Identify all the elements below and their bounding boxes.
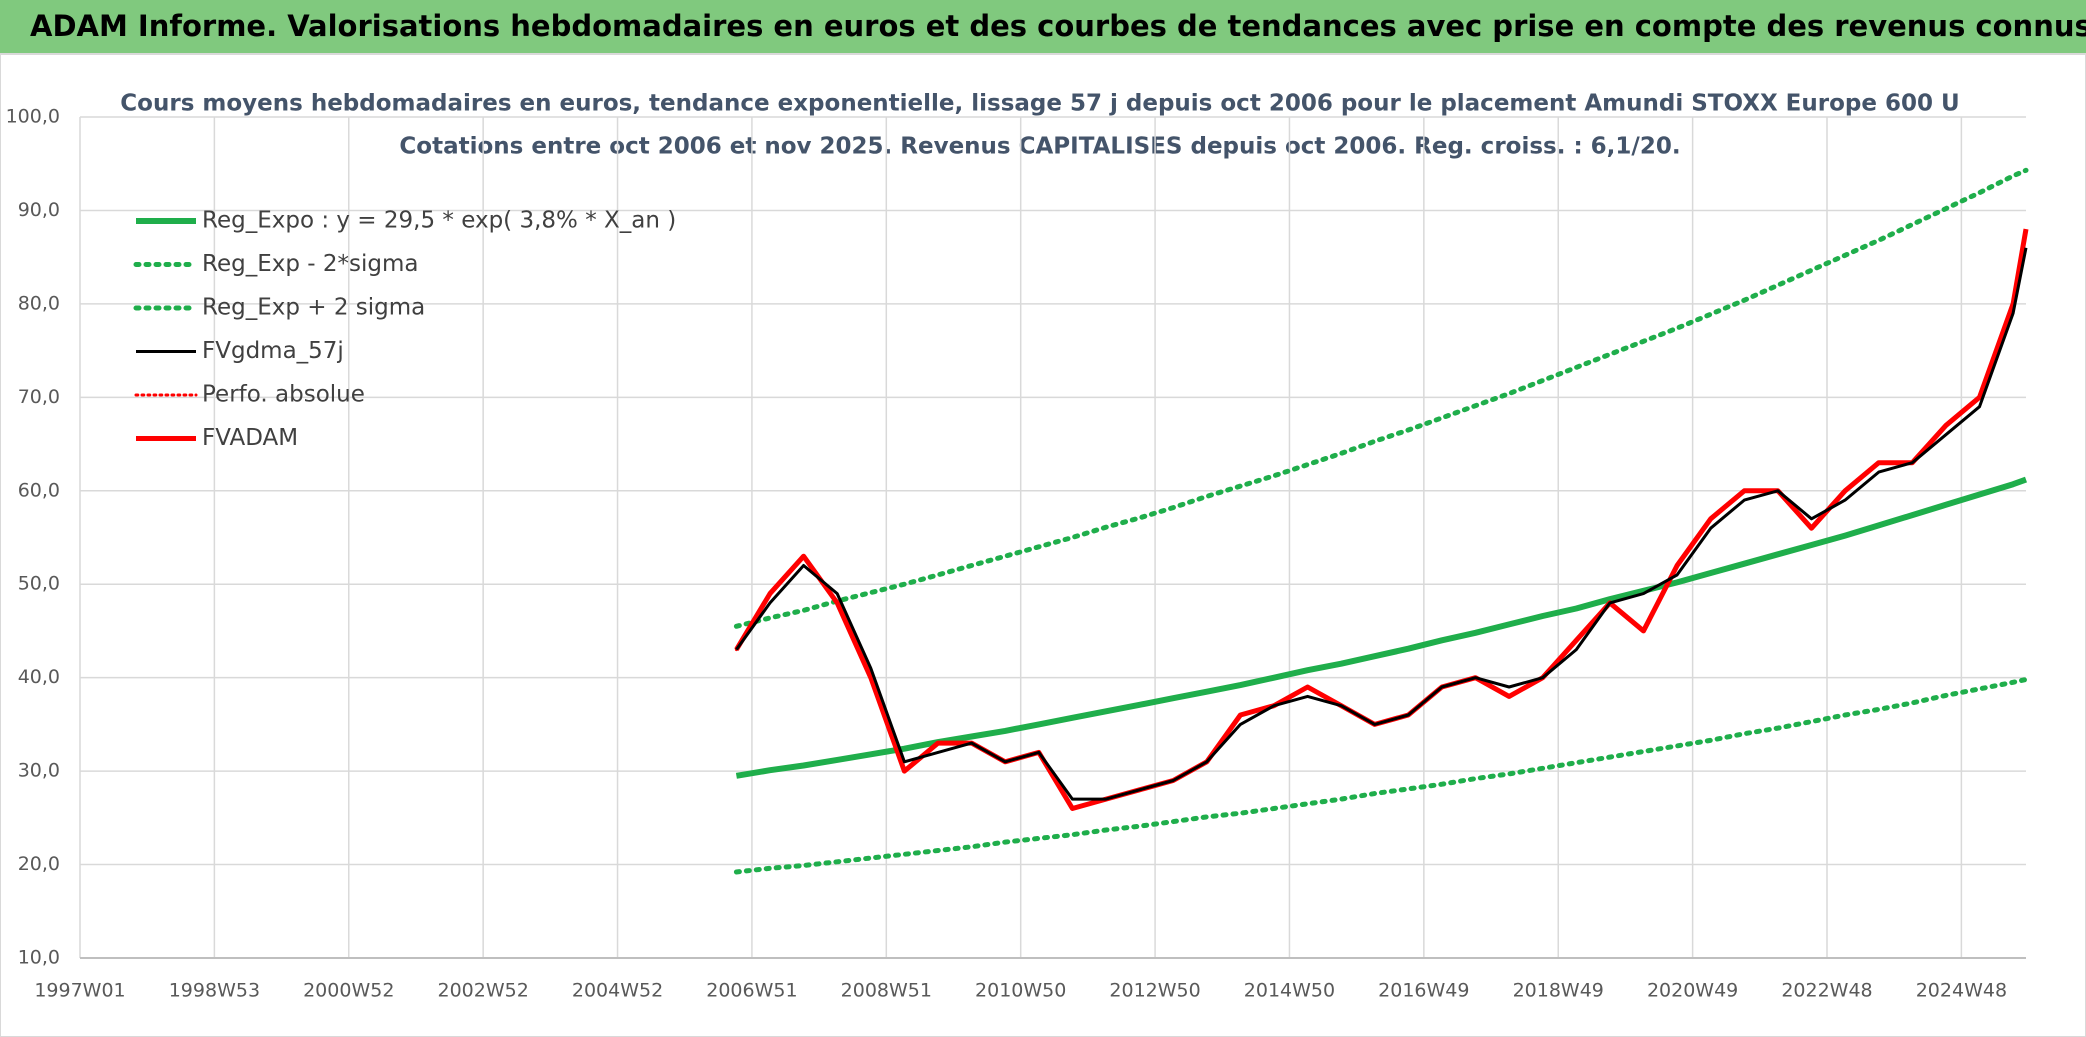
y-tick-label: 80,0 <box>18 292 60 314</box>
y-tick-label: 40,0 <box>18 666 60 688</box>
x-tick-label: 2022W48 <box>1781 980 1872 1002</box>
legend-label: FVADAM <box>202 425 298 451</box>
header-title: ADAM Informe. Valorisations hebdomadaire… <box>30 9 2086 43</box>
x-tick-label: 2012W50 <box>1109 980 1200 1002</box>
series-line <box>733 677 2029 875</box>
chart-title: Cours moyens hebdomadaires en euros, ten… <box>120 91 1959 117</box>
x-tick-label: 2014W50 <box>1244 980 1335 1002</box>
x-tick-label: 1998W53 <box>169 980 260 1002</box>
series-line <box>735 476 2028 779</box>
legend-label: Reg_Expo : y = 29,5 * exp( 3,8% * X_an ) <box>202 208 676 234</box>
x-tick-label: 2018W49 <box>1513 980 1604 1002</box>
x-tick-label: 2000W52 <box>303 980 394 1002</box>
y-tick-label: 70,0 <box>18 386 60 408</box>
y-tick-label: 90,0 <box>18 199 60 221</box>
y-tick-label: 50,0 <box>18 573 60 595</box>
legend-label: Perfo. absolue <box>202 382 365 408</box>
y-tick-label: 30,0 <box>18 760 60 782</box>
chart-subtitle: Cotations entre oct 2006 et nov 2025. Re… <box>399 134 1680 160</box>
legend-label: Reg_Exp + 2 sigma <box>202 295 425 321</box>
x-tick-label: 2006W51 <box>706 980 797 1002</box>
x-tick-label: 2020W49 <box>1647 980 1738 1002</box>
y-tick-label: 100,0 <box>6 106 60 128</box>
x-tick-label: 2010W50 <box>975 980 1066 1002</box>
series-line <box>735 247 2028 801</box>
x-tick-label: 1997W01 <box>34 980 125 1002</box>
header-bar <box>0 0 2086 54</box>
legend-label: Reg_Exp - 2*sigma <box>202 251 418 277</box>
legend-label: FVgdma_57j <box>202 338 344 364</box>
x-tick-label: 2024W48 <box>1916 980 2007 1002</box>
chart-frame <box>0 53 2086 1037</box>
x-tick-label: 2016W49 <box>1378 980 1469 1002</box>
x-tick-label: 2008W51 <box>841 980 932 1002</box>
y-tick-label: 20,0 <box>18 853 60 875</box>
series-line <box>733 167 2029 629</box>
x-tick-label: 2004W52 <box>572 980 663 1002</box>
y-tick-label: 60,0 <box>18 479 60 501</box>
x-tick-label: 2002W52 <box>437 980 528 1002</box>
y-tick-label: 10,0 <box>18 947 60 969</box>
